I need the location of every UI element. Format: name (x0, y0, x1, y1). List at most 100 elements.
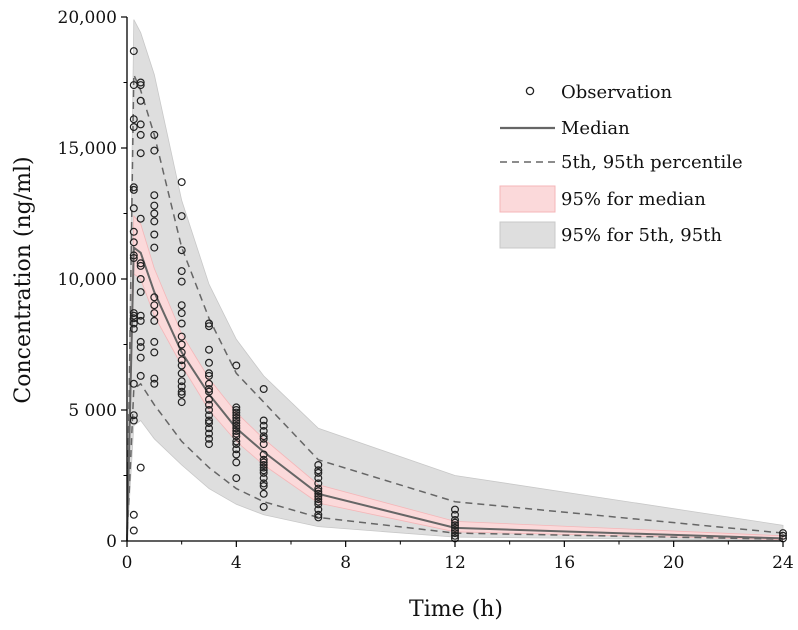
observation-point (177, 212, 186, 221)
legend-percentile-ci-swatch (499, 221, 556, 249)
observation-point (232, 413, 241, 422)
observation-point (129, 204, 138, 213)
observation-point (136, 463, 145, 472)
x-tick-label: 12 (444, 553, 466, 573)
observation-point (177, 390, 186, 399)
median-line (126, 245, 784, 542)
observation-point (232, 421, 241, 430)
observation-point (136, 81, 145, 90)
observation-point (232, 474, 241, 483)
observation-point (205, 379, 214, 388)
observation-point (177, 319, 186, 328)
observation-point (259, 482, 268, 491)
observation-point (205, 358, 214, 367)
observation-point (314, 497, 323, 506)
observation-point (205, 411, 214, 420)
observation-point (177, 277, 186, 286)
observation-point (129, 183, 138, 192)
observation-point (129, 309, 138, 318)
y-tick-label: 15,000 (58, 139, 117, 159)
x-tick-label: 20 (663, 553, 685, 573)
observation-point (150, 337, 159, 346)
observation-point (136, 130, 145, 139)
observation-point (150, 243, 159, 252)
observation-point (129, 411, 138, 420)
observation-point (177, 309, 186, 318)
observation-point (232, 437, 241, 446)
legend-median-ci-swatch (499, 185, 556, 213)
legend-observation-label: Observation (561, 82, 673, 103)
observation-point (232, 458, 241, 467)
observation-point (177, 348, 186, 357)
observation-point (232, 440, 241, 449)
observation-point (177, 340, 186, 349)
observation-point (259, 468, 268, 477)
observation-point (259, 474, 268, 483)
observation-point (314, 495, 323, 504)
axes: 0 4 8 12 16 20 24 0 5 000 10,000 15,000 20,000 (58, 8, 794, 573)
observation-point (259, 479, 268, 488)
legend-median-ci-label: 95% for median (561, 189, 706, 210)
observation-point (205, 440, 214, 449)
observation-point (259, 461, 268, 470)
observation-point (129, 314, 138, 323)
observation-point (314, 510, 323, 519)
observation-point (150, 374, 159, 383)
observation-point (451, 531, 460, 540)
observation-point (129, 115, 138, 124)
observation-point (314, 489, 323, 498)
y-tick-label: 10,000 (58, 270, 117, 290)
p5-line (126, 382, 784, 542)
observation-point (314, 479, 323, 488)
y-axis-title: Concentration (ng/ml) (11, 156, 36, 403)
observation-point (129, 47, 138, 56)
observation-point (232, 403, 241, 412)
observation-point (129, 416, 138, 425)
observation-point (259, 455, 268, 464)
observation-point (314, 468, 323, 477)
observation-point (778, 531, 787, 540)
observation-point (129, 319, 138, 328)
observation-point (136, 214, 145, 223)
observation-point (136, 120, 145, 129)
legend-observation-marker (525, 86, 535, 96)
observation-point (232, 424, 241, 433)
observation-point (259, 458, 268, 467)
observation-point (259, 463, 268, 472)
observation-point (129, 324, 138, 333)
observation-point (205, 424, 214, 433)
observation-point (129, 526, 138, 535)
observation-point (150, 209, 159, 218)
observation-point (177, 382, 186, 391)
y-tick-label: 5 000 (68, 401, 117, 421)
observation-point (129, 185, 138, 194)
observation-point (259, 385, 268, 394)
observation-point (259, 432, 268, 441)
observation-point (205, 322, 214, 331)
observation-point (150, 201, 159, 210)
plot-area (126, 19, 787, 543)
observation-point (205, 434, 214, 443)
observation-point (314, 461, 323, 470)
observation-point (177, 356, 186, 365)
legend-percentile-label: 5th, 95th percentile (561, 152, 743, 173)
observation-point (150, 348, 159, 357)
observation-point (205, 385, 214, 394)
observation-point (177, 387, 186, 396)
observation-point (232, 432, 241, 441)
observation-point (259, 466, 268, 475)
observation-point (451, 510, 460, 519)
observation-point (259, 450, 268, 459)
observation-point (150, 230, 159, 239)
observation-point (451, 529, 460, 538)
observation-point (232, 406, 241, 415)
observation-point (129, 510, 138, 519)
observation-point (314, 492, 323, 501)
observation-point (232, 419, 241, 428)
observation-point (232, 408, 241, 417)
observation-point (205, 387, 214, 396)
observation-point (136, 288, 145, 297)
observation-point (150, 130, 159, 139)
observation-point (136, 261, 145, 270)
observation-point (259, 489, 268, 498)
